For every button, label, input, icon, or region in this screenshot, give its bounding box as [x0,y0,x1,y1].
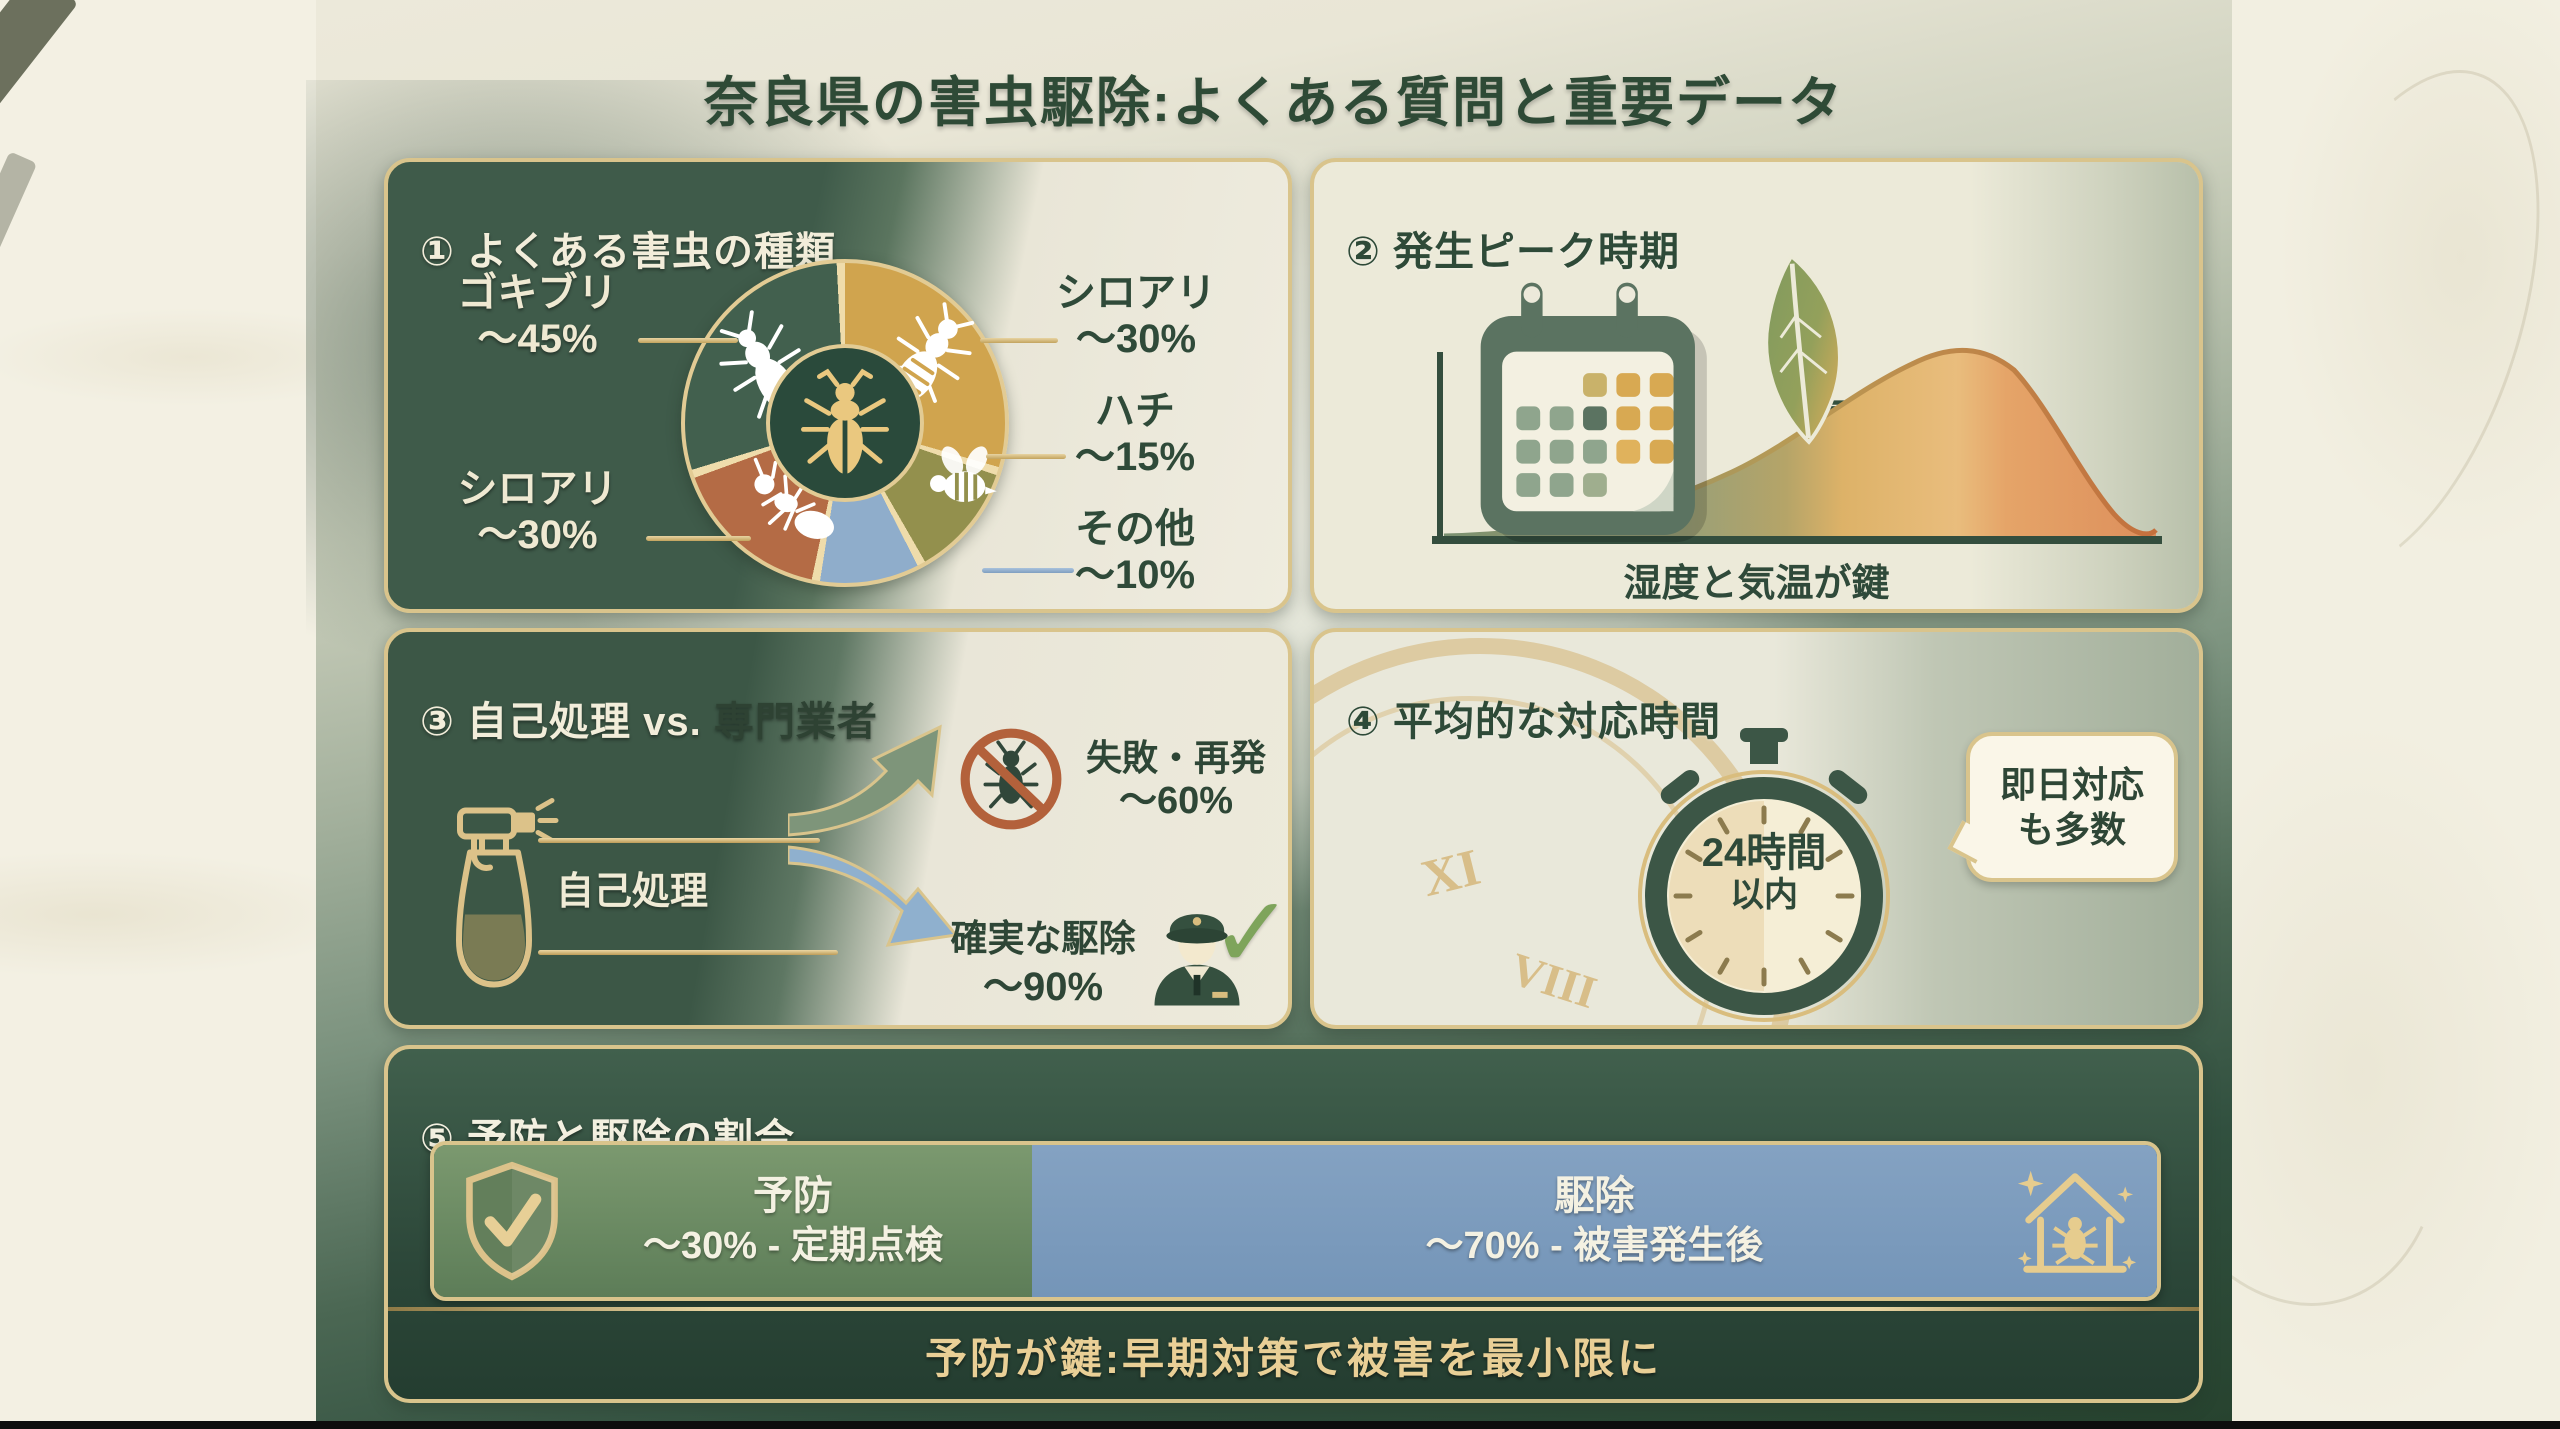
prevention-detail: 〜30% - 定期点検 [643,1225,943,1268]
house-bug-icon [2017,1170,2137,1273]
branch-line-bottom [538,950,838,955]
panel3-heading: ③ 自己処理 vs. 専門業者 [420,689,878,747]
pie-label-hachi: ハチ 〜15% [1074,389,1196,479]
pro-exterminator-icon [1154,914,1240,1006]
branch-silhouette [0,151,38,319]
branch-arrows [788,724,959,947]
arrow-up-icon [788,724,942,837]
branch-silhouette [0,0,79,122]
connector-line [646,536,751,541]
pie-label-shiroari-left: シロアリ 〜30% [457,467,618,557]
connector-line [982,568,1074,573]
same-day-bubble: 即日対応 も多数 [1966,732,2178,882]
connector-line [638,338,738,343]
prevention-label: 予防 [752,1174,833,1219]
shield-check-icon [466,1161,558,1281]
calendar-icon [1480,282,1707,543]
paper-texture-left [0,0,316,1429]
panel4-heading: ④ 平均的な対応時間 [1346,700,1721,745]
success-rate-label: 確実な駆除 〜90% [950,918,1136,1010]
stopwatch-icon [1638,728,1890,1022]
panel-prevention-ratio: ⑤ 予防と駆除の割合 予防 〜30% - 定期点検 駆除 〜70% - 被害発生… [384,1045,2203,1403]
panel-pest-types: ① よくある害虫の種類 [384,158,1292,613]
leaf-vein-decoration [2198,34,2560,612]
panel3-heading-right: 専門業者 [713,700,878,745]
page-title: 奈良県の害虫駆除:よくある質問と重要データ [704,73,1844,134]
pest-pie-chart [681,259,1009,587]
pie-label-sonota: その他 〜10% [1074,507,1196,597]
extermination-detail: 〜70% - 被害発生後 [1425,1225,1764,1268]
bar-segment-extermination: 駆除 〜70% - 被害発生後 [1031,1145,2157,1297]
bar-segment-prevention: 予防 〜30% - 定期点検 [434,1145,1032,1297]
connector-line [980,338,1058,343]
paper-texture-right [2087,0,2560,1429]
divider-line [388,1307,2199,1311]
peak-caption: 湿度と気温が鍵 [1623,563,1890,605]
ant-icon [753,457,834,539]
beetle-icon [801,368,889,474]
panel2-heading: ② 発生ピーク時期 [1346,230,1680,275]
diy-source-label: 自己処理 [556,871,709,913]
spray-bottle-icon [456,798,559,988]
branch-line-top [538,838,820,843]
prevention-caption: 予防が鍵:早期対策で被害を最小限に [925,1335,1662,1382]
connector-line [986,454,1066,459]
prevention-extermination-bar: 予防 〜30% - 定期点検 駆除 〜70% - 被害発生後 [430,1141,2161,1301]
extermination-label: 駆除 [1554,1174,1635,1219]
content-band: 奈良県の害虫駆除:よくある質問と重要データ ① よくある害虫の種類 [306,0,2232,1421]
check-icon: ✓ [1210,877,1292,989]
panel-peak-season: ② 発生ピーク時期 [1310,158,2203,613]
response-time-value: 24時間 以内 [1701,831,1827,914]
bee-icon [930,446,997,502]
panel-diy-vs-pro: ③ 自己処理 vs. 専門業者 自己処理 [384,628,1292,1029]
pie-center [766,344,924,502]
bottom-edge-strip [0,1421,2560,1429]
panel1-heading: ① よくある害虫の種類 [420,230,836,275]
panel3-heading-left: ③ 自己処理 vs. [420,700,702,745]
arrow-down-icon [788,845,959,947]
pie-label-shiroari-right: シロアリ 〜30% [1056,271,1216,361]
no-bug-icon [960,728,1062,830]
pie-label-gokiburi: ゴキブリ 〜45% [457,271,618,361]
leaf-icon [1764,253,1842,445]
panel-response-time: XI VIII ④ 平均的な対応時間 [1310,628,2203,1029]
fail-rate-label: 失敗・再発 〜60% [1085,737,1266,823]
